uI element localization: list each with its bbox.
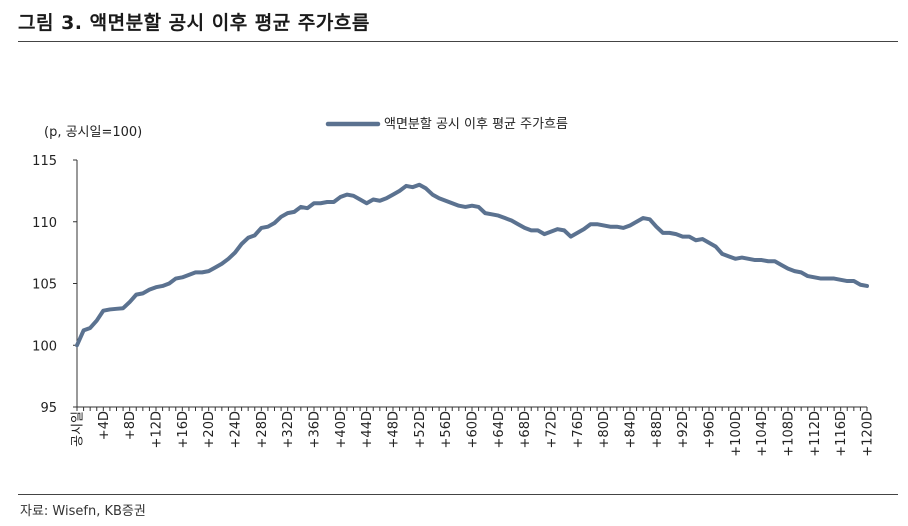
- x-tick-label: +36D: [308, 411, 323, 448]
- x-tick-label: +104D: [755, 411, 770, 457]
- x-tick-label: +88D: [650, 411, 665, 448]
- source-note: 자료: Wisefn, KB증권: [20, 504, 146, 519]
- x-tick-label: +32D: [281, 411, 296, 448]
- x-tick-label: +120D: [861, 411, 876, 457]
- x-tick-label: +56D: [439, 411, 454, 448]
- x-tick-label: +64D: [492, 411, 507, 448]
- x-tick-label: +68D: [518, 411, 533, 448]
- axes: [73, 159, 868, 411]
- y-tick-label: 110: [32, 216, 57, 231]
- x-tick-label: +4D: [97, 411, 112, 440]
- line-chart: (p, 공시일=100) 액면분할 공시 이후 평균 주가흐름 95 100 105…: [32, 117, 876, 457]
- series-line: [75, 182, 869, 348]
- series-group: [75, 182, 869, 348]
- x-tick-label: +16D: [176, 411, 191, 448]
- x-tick-label: +52D: [413, 411, 428, 448]
- x-tick-label: +44D: [360, 411, 375, 448]
- x-tick-label: +76D: [571, 411, 586, 448]
- x-tick-label: +112D: [808, 411, 823, 457]
- y-tick-labels: 95 100 105 110 115: [32, 154, 57, 416]
- x-tick-label: +24D: [229, 411, 244, 448]
- x-tick-label: 공시일: [71, 411, 86, 447]
- y-tick-label: 95: [40, 401, 57, 416]
- title-underline: [18, 41, 898, 42]
- x-tick-label: +48D: [387, 411, 402, 448]
- x-tick-label: +72D: [545, 411, 560, 448]
- x-tick-label: +8D: [123, 411, 138, 440]
- y-tick-label: 115: [32, 154, 57, 169]
- x-tick-label: +60D: [466, 411, 481, 448]
- x-tick-label: +80D: [597, 411, 612, 448]
- figure-title: 그림 3. 액면분할 공시 이후 평균 주가흐름: [18, 12, 370, 34]
- x-tick-label: +100D: [729, 411, 744, 457]
- x-tick-label: +20D: [202, 411, 217, 448]
- x-tick-label: +92D: [676, 411, 691, 448]
- x-tick-label: +108D: [782, 411, 797, 457]
- x-tick-label: +12D: [150, 411, 165, 448]
- x-tick-label: +96D: [703, 411, 718, 448]
- x-tick-label: +116D: [834, 411, 849, 457]
- legend: 액면분할 공시 이후 평균 주가흐름: [325, 117, 568, 132]
- legend-label: 액면분할 공시 이후 평균 주가흐름: [384, 117, 568, 132]
- source-rule: [18, 494, 898, 495]
- x-tick-label: +28D: [255, 411, 270, 448]
- y-unit-label: (p, 공시일=100): [44, 125, 142, 140]
- x-tick-labels: 공시일 +4D +8D +12D +16D +20D +24D +28D +32D +36D +40…: [71, 411, 876, 457]
- x-tick-label: +40D: [334, 411, 349, 448]
- y-tick-label: 100: [32, 339, 57, 354]
- y-tick-label: 105: [32, 278, 57, 293]
- x-tick-label: +84D: [624, 411, 639, 448]
